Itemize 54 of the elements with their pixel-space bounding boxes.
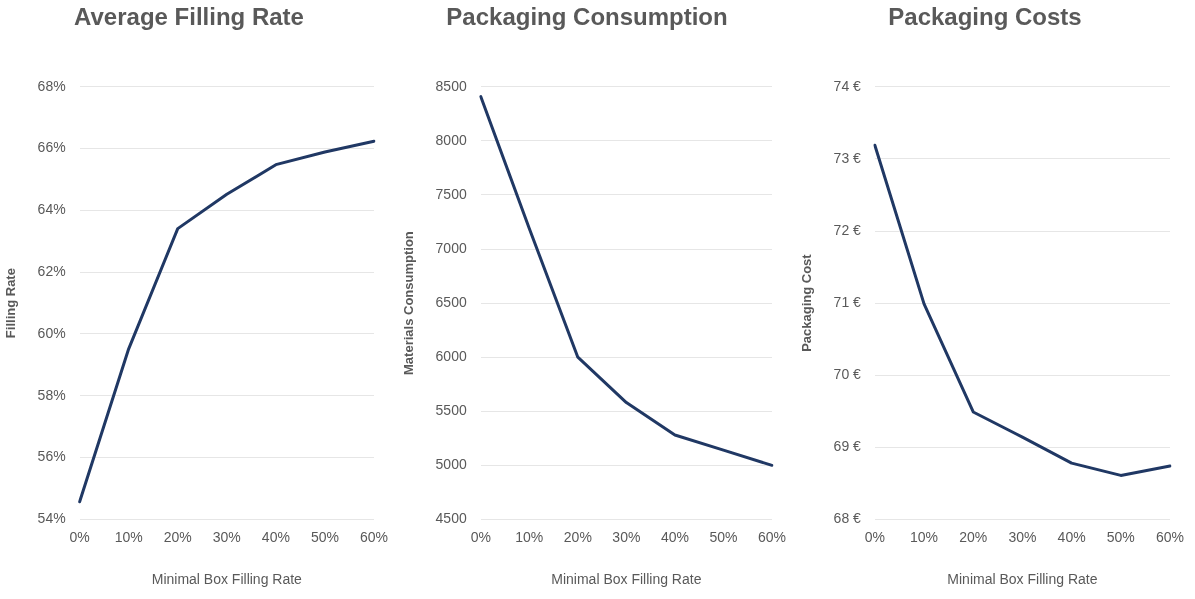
x-tick-label: 20% <box>959 528 988 545</box>
y-tick-label: 71 € <box>833 293 862 310</box>
x-tick-label: 50% <box>310 528 339 545</box>
x-tick-label: 0% <box>864 528 885 545</box>
y-tick-label: 4500 <box>435 510 467 527</box>
x-tick-label: 50% <box>709 528 738 545</box>
y-tick-label: 54% <box>37 510 66 527</box>
x-axis-title: Minimal Box Filling Rate <box>947 571 1098 588</box>
y-tick-label: 68 € <box>833 510 862 527</box>
chart-title: Packaging Consumption <box>446 3 728 31</box>
y-tick-label: 68% <box>37 77 66 94</box>
y-tick-label: 70 € <box>833 366 862 383</box>
y-tick-label: 5000 <box>435 456 467 473</box>
x-tick-label: 50% <box>1106 528 1135 545</box>
x-tick-label: 0% <box>470 528 491 545</box>
x-tick-label: 60% <box>1155 528 1185 545</box>
x-tick-label: 20% <box>563 528 592 545</box>
y-tick-label: 66% <box>37 139 66 156</box>
y-axis-title: Filling Rate <box>3 268 19 339</box>
y-tick-label: 7000 <box>435 239 467 256</box>
y-tick-label: 56% <box>37 448 66 465</box>
y-tick-label: 62% <box>37 263 66 280</box>
x-tick-label: 40% <box>1057 528 1086 545</box>
y-tick-label: 6000 <box>435 348 467 365</box>
y-tick-label: 8000 <box>435 131 467 148</box>
x-tick-label: 40% <box>261 528 290 545</box>
y-tick-label: 8500 <box>435 77 467 94</box>
x-tick-label: 60% <box>757 528 787 545</box>
y-axis-title: Packaging Cost <box>799 253 815 352</box>
y-tick-label: 74 € <box>833 77 862 94</box>
x-axis-title: Minimal Box Filling Rate <box>151 571 303 588</box>
x-tick-label: 40% <box>660 528 689 545</box>
x-tick-label: 30% <box>612 528 641 545</box>
x-tick-label: 30% <box>1008 528 1037 545</box>
x-tick-label: 60% <box>359 528 389 545</box>
x-tick-label: 0% <box>69 528 90 545</box>
y-tick-label: 72 € <box>833 221 862 238</box>
y-tick-label: 5500 <box>435 402 467 419</box>
y-tick-label: 7500 <box>435 185 467 202</box>
y-tick-label: 64% <box>37 201 66 218</box>
chart-title: Average Filling Rate <box>74 3 304 31</box>
y-tick-label: 58% <box>37 386 66 403</box>
y-tick-label: 69 € <box>833 438 862 455</box>
chart-title: Packaging Costs <box>888 3 1082 31</box>
y-tick-label: 60% <box>37 324 66 341</box>
x-tick-label: 10% <box>114 528 143 545</box>
x-tick-label: 30% <box>212 528 241 545</box>
y-tick-label: 73 € <box>833 149 862 166</box>
x-tick-label: 10% <box>910 528 939 545</box>
x-tick-label: 10% <box>515 528 544 545</box>
y-tick-label: 6500 <box>435 293 467 310</box>
y-axis-title: Materials Consumption <box>401 231 417 375</box>
x-axis-title: Minimal Box Filling Rate <box>551 571 702 588</box>
x-tick-label: 20% <box>163 528 192 545</box>
